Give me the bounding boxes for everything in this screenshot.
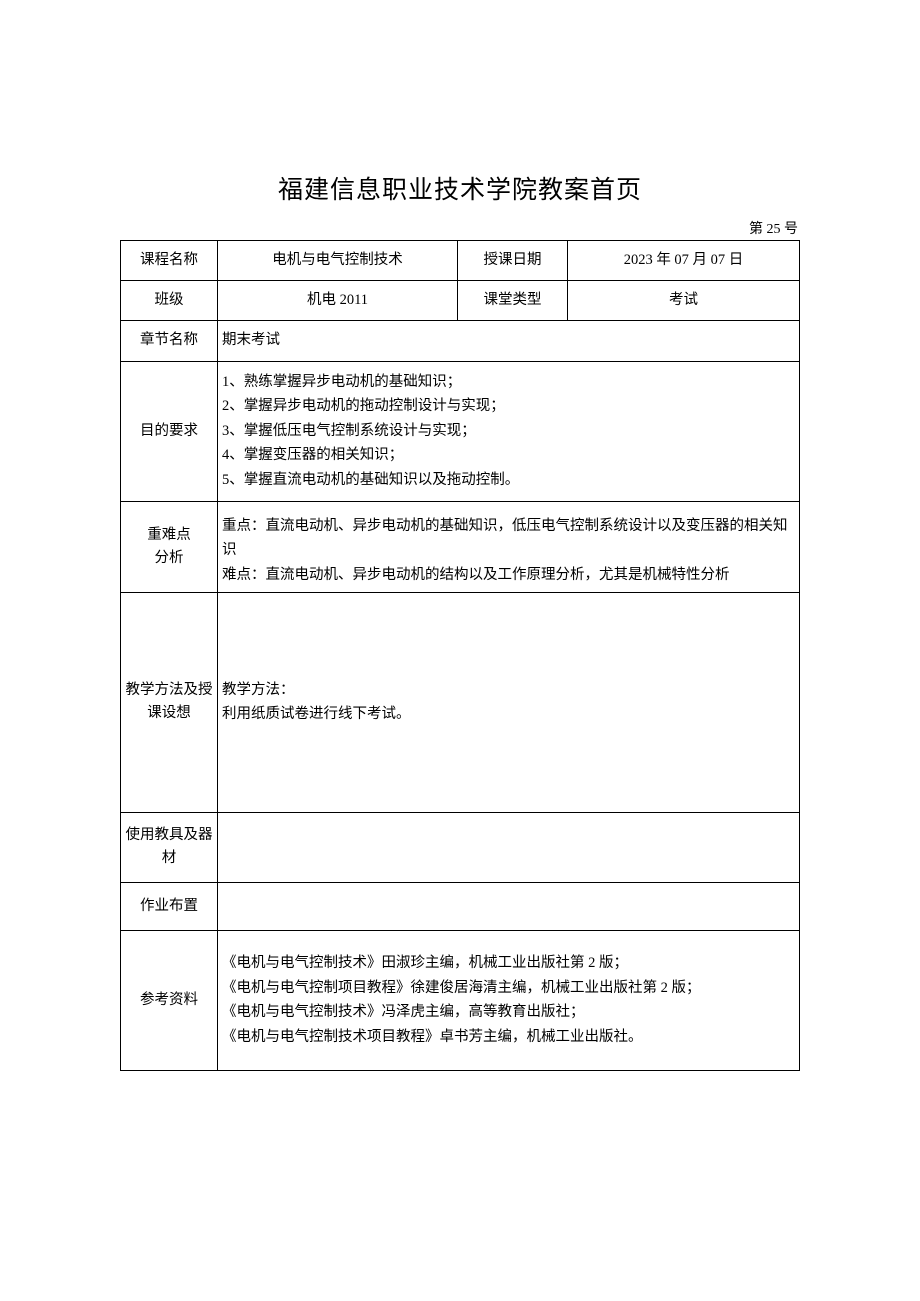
page-title: 福建信息职业技术学院教案首页 [120, 170, 800, 206]
label-objectives: 目的要求 [121, 361, 218, 501]
table-row: 使用教具及器材 [121, 812, 800, 882]
value-class-type: 考试 [568, 281, 800, 321]
table-row: 班级 机电 2011 课堂类型 考试 [121, 281, 800, 321]
table-row: 课程名称 电机与电气控制技术 授课日期 2023 年 07 月 07 日 [121, 241, 800, 281]
label-references: 参考资料 [121, 930, 218, 1070]
value-tools [218, 812, 800, 882]
table-row: 教学方法及授课设想 教学方法：利用纸质试卷进行线下考试。 [121, 592, 800, 812]
table-row: 参考资料 《电机与电气控制技术》田淑珍主编，机械工业出版社第 2 版；《电机与电… [121, 930, 800, 1070]
label-chapter: 章节名称 [121, 321, 218, 361]
label-difficulty: 重难点分析 [121, 501, 218, 592]
table-row: 目的要求 1、熟练掌握异步电动机的基础知识；2、掌握异步电动机的拖动控制设计与实… [121, 361, 800, 501]
value-course-name: 电机与电气控制技术 [218, 241, 458, 281]
label-tools: 使用教具及器材 [121, 812, 218, 882]
value-references: 《电机与电气控制技术》田淑珍主编，机械工业出版社第 2 版；《电机与电气控制项目… [218, 930, 800, 1070]
doc-number: 第 25 号 [120, 218, 800, 238]
table-row: 重难点分析 重点：直流电动机、异步电动机的基础知识，低压电气控制系统设计以及变压… [121, 501, 800, 592]
label-class: 班级 [121, 281, 218, 321]
label-class-type: 课堂类型 [458, 281, 568, 321]
label-teach-date: 授课日期 [458, 241, 568, 281]
value-homework [218, 882, 800, 930]
label-method: 教学方法及授课设想 [121, 592, 218, 812]
label-course-name: 课程名称 [121, 241, 218, 281]
label-homework: 作业布置 [121, 882, 218, 930]
table-row: 章节名称 期末考试 [121, 321, 800, 361]
value-method: 教学方法：利用纸质试卷进行线下考试。 [218, 592, 800, 812]
value-class: 机电 2011 [218, 281, 458, 321]
value-objectives: 1、熟练掌握异步电动机的基础知识；2、掌握异步电动机的拖动控制设计与实现；3、掌… [218, 361, 800, 501]
lesson-plan-table: 课程名称 电机与电气控制技术 授课日期 2023 年 07 月 07 日 班级 … [120, 240, 800, 1071]
value-teach-date: 2023 年 07 月 07 日 [568, 241, 800, 281]
table-row: 作业布置 [121, 882, 800, 930]
value-chapter: 期末考试 [218, 321, 800, 361]
value-difficulty: 重点：直流电动机、异步电动机的基础知识，低压电气控制系统设计以及变压器的相关知识… [218, 501, 800, 592]
